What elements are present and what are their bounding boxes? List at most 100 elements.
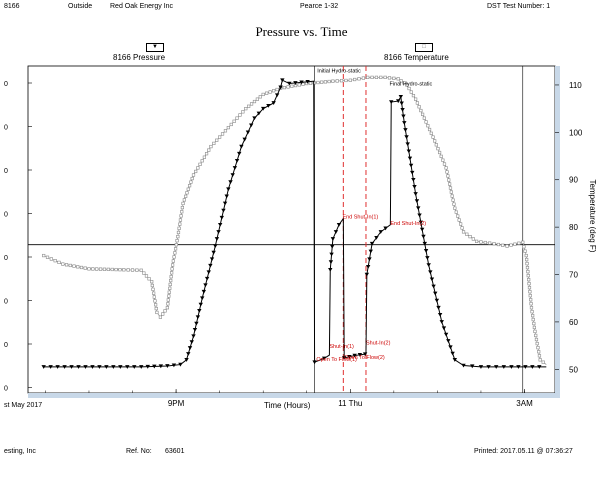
temperature-point [57,260,61,264]
pressure-point [321,356,327,361]
temperature-point [448,186,453,190]
plot-area [27,65,556,394]
pressure-point [402,121,407,125]
temperature-point [155,310,159,315]
pressure-point [221,208,226,213]
pressure-point [104,365,109,369]
temperature-point [527,278,531,282]
temperature-point [49,257,53,261]
pressure-point [211,250,216,255]
temperature-point [91,267,95,271]
pressure-point [242,137,247,142]
temperature-point [437,150,442,155]
pressure-point [191,334,196,339]
temperature-point [151,287,155,291]
pressure-point [516,365,521,369]
temperature-point [419,108,423,113]
temperature-point [175,239,179,243]
temperature-point [209,144,213,149]
temperature-point [533,329,537,333]
pressure-point [400,108,405,112]
temperature-point [534,333,538,338]
pressure-legend-marker: ▼ [146,43,164,52]
pressure-point [364,272,370,277]
temperature-point [531,313,535,318]
pressure-point [139,365,144,369]
temperature-point [163,309,167,313]
pressure-point [287,81,292,86]
y-tick-label-left: 0 [4,386,8,393]
temperature-point [135,268,139,272]
pressure-point [83,365,88,369]
pressure-point [256,111,262,116]
pressure-point [378,230,383,234]
pressure-point [523,365,528,369]
pressure-point [234,158,240,163]
temperature-point [229,122,233,127]
temperature-point [87,267,91,271]
temperature-point [535,341,539,346]
pressure-point [328,260,334,265]
footer-date: st May 2017 [4,402,43,409]
pressure-point [425,256,430,260]
pressure-point [219,215,225,220]
pressure-point [299,80,304,85]
pressure-point [448,345,453,350]
temperature-point [441,158,445,162]
pressure-point [362,352,368,357]
pressure-point [305,79,310,84]
temperature-point [168,282,172,287]
temperature-point [461,230,466,234]
temperature-point [431,135,435,139]
temperature-point [42,253,46,258]
pressure-point [237,151,242,156]
pressure-point [165,364,170,368]
footer-ref-value: 63601 [165,448,185,455]
temperature-point [436,147,440,151]
temperature-point [496,242,500,247]
temperature-point [196,166,200,170]
temperature-point [207,148,211,152]
temperature-point [509,243,513,247]
y-tick-label-left: 0 [4,81,8,88]
temperature-point [204,152,209,156]
temperature-point [170,271,174,275]
temperature-point [536,346,540,350]
pressure-point [494,365,499,369]
footer-printed: Printed: 2017.05.11 @ 07:36:27 [474,448,573,455]
pressure-point [537,365,542,369]
temperature-point [238,113,242,117]
temperature-point [526,270,530,274]
pressure-point [329,252,334,257]
pressure-point [333,230,339,234]
temperature-point [171,259,175,263]
temperature-point [414,97,418,101]
pressure-point [111,365,116,369]
temperature-point [102,267,107,271]
temperature-point [161,312,165,316]
pressure-point [365,265,371,269]
pressure-point [158,364,164,369]
temperature-point [447,182,452,186]
temperature-point [189,180,193,184]
temperature-point [226,126,230,130]
temperature-point [202,155,206,159]
y-tick-label-left: 0 [4,212,8,219]
temperature-point [411,94,416,98]
temperature-point [174,243,178,247]
temperature-point [72,264,76,268]
pressure-point [206,270,211,275]
temperature-point [528,294,532,298]
temperature-point [180,210,184,214]
pressure-point [461,363,466,368]
temperature-point [220,132,225,136]
temperature-point [110,267,114,272]
pressure-point [192,328,198,332]
y2-axis-label: Temperature (deg F) [588,180,597,253]
temperature-point [187,184,192,188]
pressure-point [368,249,373,254]
temperature-point [527,286,532,290]
pressure-point [328,267,333,272]
pressure-point [422,241,427,246]
pressure-point [249,123,254,128]
